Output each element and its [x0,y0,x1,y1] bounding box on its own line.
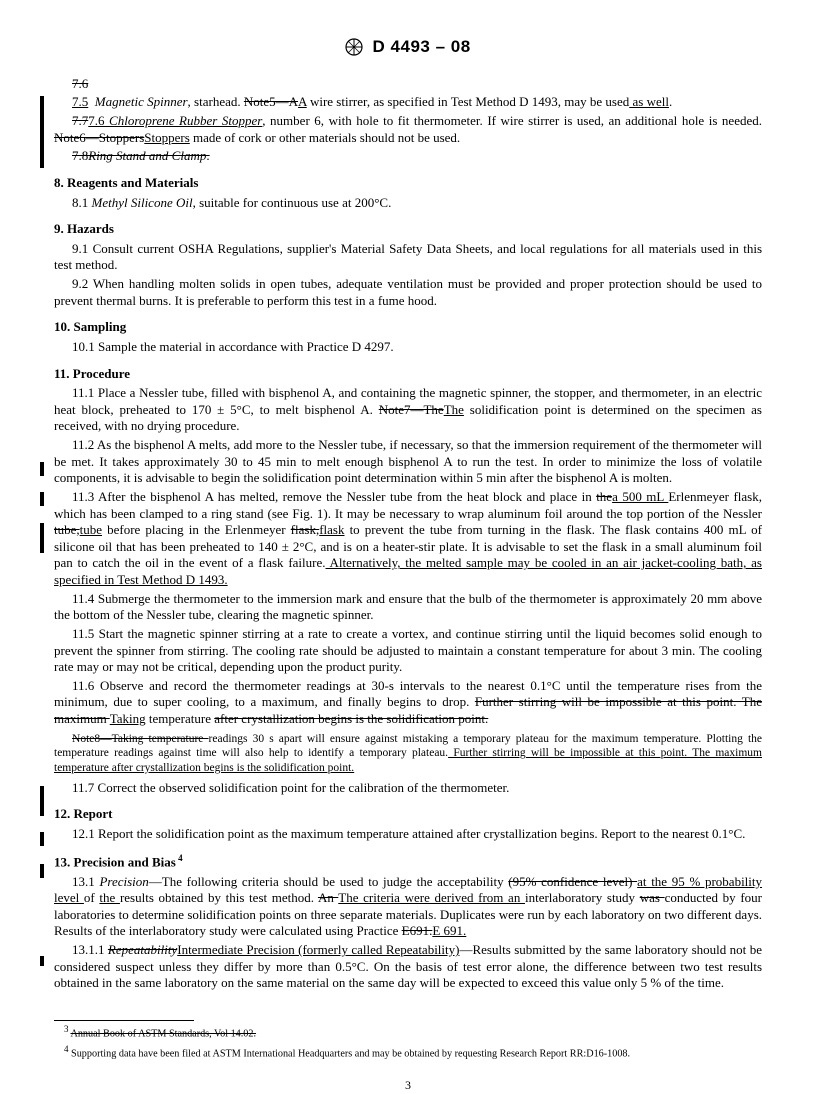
footnote-3: 3 Annual Book of ASTM Standards, Vol 14.… [54,1024,762,1041]
para-11-4: 11.4 Submerge the thermometer to the imm… [54,591,762,624]
change-bar [40,96,44,168]
item-7-6: 7.77.6 Chloroprene Rubber Stopper, numbe… [54,113,762,146]
para-11-7: 11.7 Correct the observed solidification… [54,780,762,797]
para-11-1: 11.1 Place a Nessler tube, filled with b… [54,385,762,435]
heading-8: 8. Reagents and Materials [54,175,762,192]
change-bar [40,462,44,476]
note-8: Note8—Taking temperature readings 30 s a… [54,732,762,776]
para-13-1: 13.1 Precision—The following criteria sh… [54,874,762,941]
astm-logo [345,38,363,58]
footnote-4: 4 Supporting data have been filed at AST… [54,1044,762,1061]
heading-10: 10. Sampling [54,319,762,336]
para-11-5: 11.5 Start the magnetic spinner stirring… [54,626,762,676]
heading-12: 12. Report [54,806,762,823]
para-11-3: 11.3 After the bisphenol A has melted, r… [54,489,762,589]
change-bar [40,864,44,878]
para-12-1: 12.1 Report the solidification point as … [54,826,762,843]
heading-9: 9. Hazards [54,221,762,238]
page-number: 3 [54,1078,762,1093]
change-bar [40,492,44,506]
change-bar [40,956,44,966]
change-bar [40,523,44,553]
para-8-1: 8.1 Methyl Silicone Oil, suitable for co… [54,195,762,212]
para-11-6: 11.6 Observe and record the thermometer … [54,678,762,728]
page-header: D 4493 – 08 [54,36,762,58]
para-9-2: 9.2 When handling molten solids in open … [54,276,762,309]
designation: D 4493 – 08 [373,37,471,56]
item-7-8-deleted: 7.8Ring Stand and Clamp. [54,148,762,165]
change-bar [40,786,44,816]
item-7-6-deleted: 7.6 [54,76,762,93]
heading-13: 13. Precision and Bias 4 [54,853,762,871]
para-13-1-1: 13.1.1 RepeatabilityIntermediate Precisi… [54,942,762,992]
para-10-1: 10.1 Sample the material in accordance w… [54,339,762,356]
para-9-1: 9.1 Consult current OSHA Regulations, su… [54,241,762,274]
change-bar [40,832,44,846]
heading-11: 11. Procedure [54,366,762,383]
item-7-5: 7.5 Magnetic Spinner, starhead. Note5—AA… [54,94,762,111]
footnote-rule [54,1020,194,1021]
para-11-2: 11.2 As the bisphenol A melts, add more … [54,437,762,487]
